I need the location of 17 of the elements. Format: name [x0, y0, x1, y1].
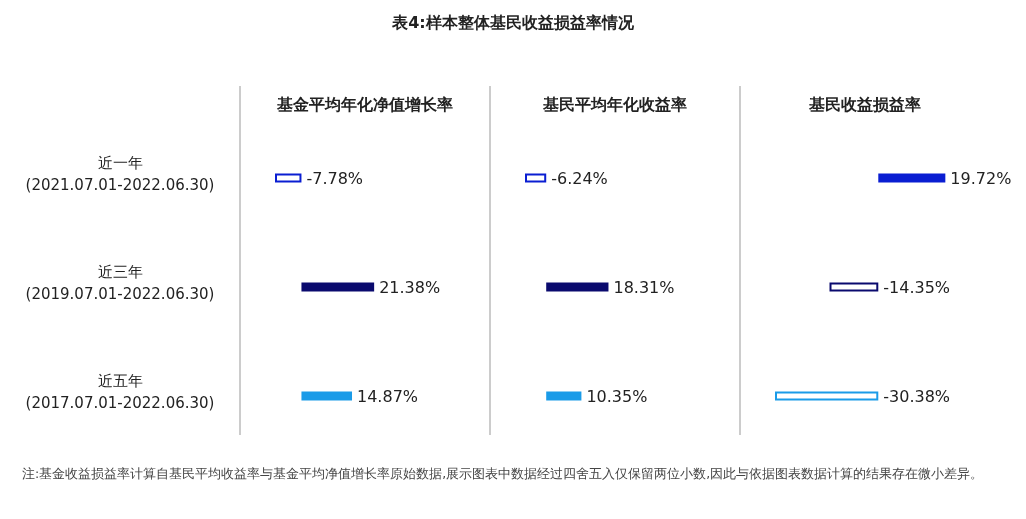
chart-title: 表4:样本整体基民收益损益率情况	[391, 13, 635, 32]
data-label: 21.38%	[379, 278, 441, 297]
y-tick-label: 近五年 (2017.07.01-2022.06.30)	[25, 372, 215, 412]
data-label: 10.35%	[586, 387, 648, 406]
data-label: -7.78%	[306, 169, 364, 188]
data-label: 18.31%	[613, 278, 675, 297]
data-label: -14.35%	[883, 278, 951, 297]
chart-subtitle: 基民平均年化收益率	[542, 95, 687, 114]
data-label: 19.72%	[950, 169, 1012, 188]
y-tick-label: 近一年 (2021.07.01-2022.06.30)	[25, 154, 215, 194]
data-label: -6.24%	[551, 169, 608, 188]
chart-subtitle: 基民收益损益率	[808, 95, 921, 114]
chart-subtitle: 基金平均年化净值增长率	[276, 95, 453, 114]
text: 注:基金收益损益率计算自基民平均收益率与基金平均净值增长率原始数据,展示图表中数据经过四舍五入仅保留两位小数,因此与依据图表数据计算的结果存在微小差异。	[22, 465, 985, 483]
data-label: 14.87%	[357, 387, 419, 406]
y-tick-label: 近三年 (2019.07.01-2022.06.30)	[25, 263, 215, 303]
data-label: -30.38%	[883, 387, 951, 406]
